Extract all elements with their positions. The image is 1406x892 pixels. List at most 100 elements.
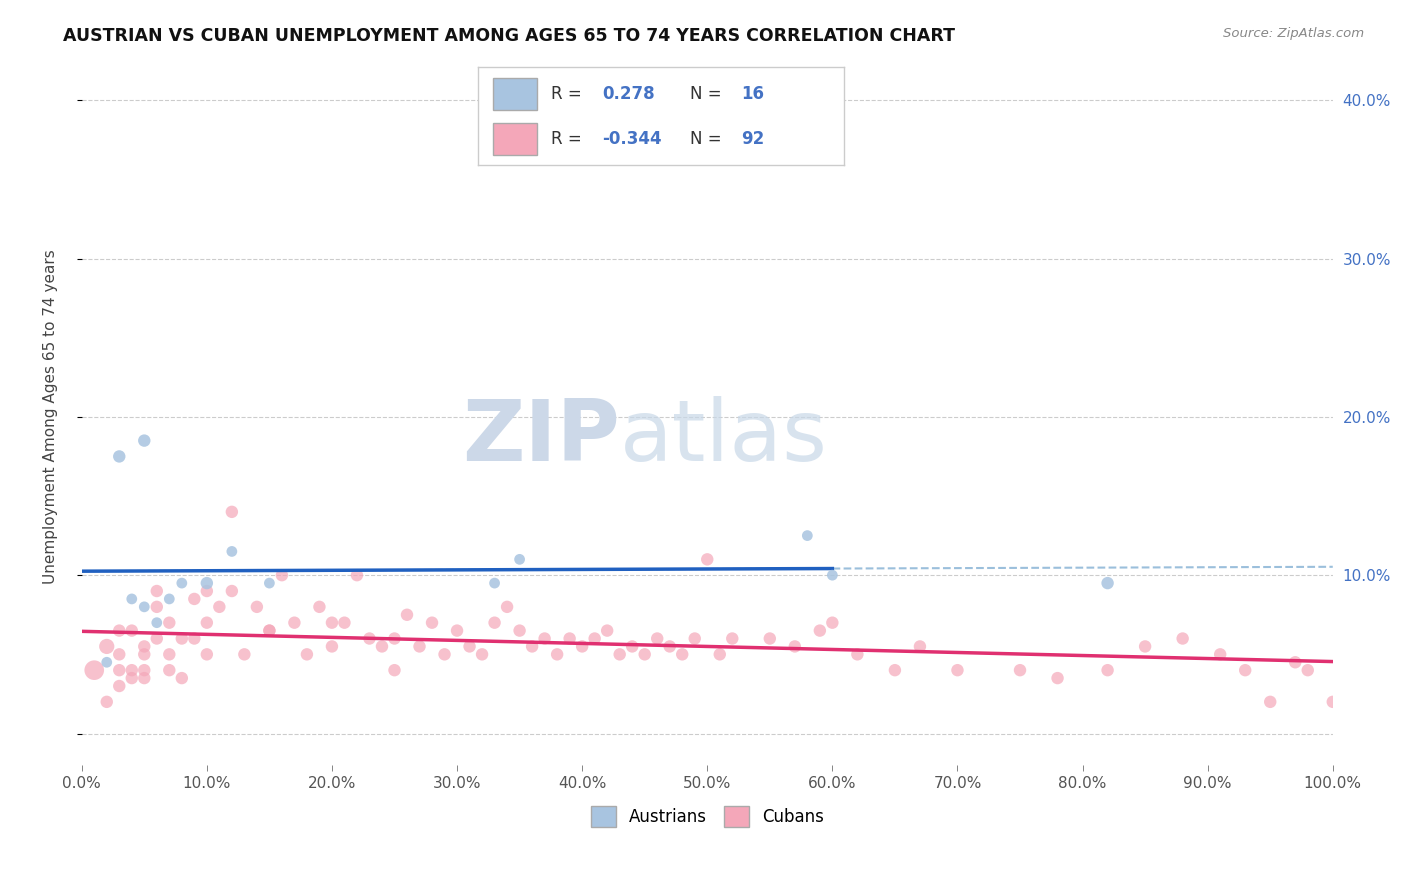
Point	[1234, 663, 1257, 677]
Point	[83, 663, 105, 677]
Point	[796, 528, 818, 542]
Point	[108, 679, 131, 693]
Point	[134, 648, 156, 662]
Point	[121, 624, 143, 638]
Point	[183, 632, 205, 646]
Point	[420, 615, 443, 630]
Point	[658, 640, 681, 654]
Point	[195, 576, 218, 591]
Point	[645, 632, 668, 646]
Y-axis label: Unemployment Among Ages 65 to 74 years: Unemployment Among Ages 65 to 74 years	[44, 250, 58, 584]
Point	[433, 648, 456, 662]
Point	[108, 663, 131, 677]
Point	[709, 648, 731, 662]
Point	[121, 591, 143, 606]
Point	[246, 599, 269, 614]
Point	[883, 663, 905, 677]
Point	[134, 434, 156, 448]
Point	[1284, 655, 1306, 669]
Point	[208, 599, 231, 614]
Point	[558, 632, 581, 646]
Point	[1097, 663, 1119, 677]
Point	[371, 640, 394, 654]
Point	[1258, 695, 1281, 709]
Point	[1133, 640, 1156, 654]
Point	[908, 640, 931, 654]
Point	[384, 632, 406, 646]
Text: R =: R =	[551, 129, 588, 147]
Point	[233, 648, 256, 662]
Point	[96, 655, 118, 669]
Point	[108, 624, 131, 638]
Point	[321, 615, 343, 630]
FancyBboxPatch shape	[492, 123, 537, 155]
Point	[146, 599, 169, 614]
Point	[270, 568, 292, 582]
Point	[621, 640, 644, 654]
Point	[484, 576, 506, 591]
Point	[484, 615, 506, 630]
Point	[259, 576, 281, 591]
Point	[96, 695, 118, 709]
Point	[146, 632, 169, 646]
Point	[609, 648, 631, 662]
Point	[1296, 663, 1319, 677]
Point	[221, 544, 243, 558]
FancyBboxPatch shape	[492, 78, 537, 110]
Point	[96, 640, 118, 654]
Point	[359, 632, 381, 646]
Point	[134, 640, 156, 654]
Point	[1171, 632, 1194, 646]
Point	[408, 640, 430, 654]
Legend: Austrians, Cubans: Austrians, Cubans	[583, 800, 831, 833]
Point	[308, 599, 330, 614]
Point	[170, 671, 193, 685]
Point	[1097, 576, 1119, 591]
Point	[1046, 671, 1069, 685]
Point	[759, 632, 782, 646]
Point	[121, 663, 143, 677]
Text: 92: 92	[741, 129, 765, 147]
Point	[346, 568, 368, 582]
Point	[683, 632, 706, 646]
Point	[195, 615, 218, 630]
Point	[546, 648, 568, 662]
Point	[1322, 695, 1344, 709]
Point	[295, 648, 318, 662]
Text: N =: N =	[690, 129, 727, 147]
Point	[596, 624, 619, 638]
Point	[170, 576, 193, 591]
Text: atlas: atlas	[620, 396, 828, 479]
Point	[634, 648, 657, 662]
Point	[157, 591, 180, 606]
Point	[509, 624, 531, 638]
Point	[533, 632, 555, 646]
Point	[395, 607, 418, 622]
Text: 16: 16	[741, 86, 765, 103]
Point	[571, 640, 593, 654]
Point	[458, 640, 481, 654]
Point	[146, 584, 169, 599]
Text: ZIP: ZIP	[463, 396, 620, 479]
Point	[134, 671, 156, 685]
Text: Source: ZipAtlas.com: Source: ZipAtlas.com	[1223, 27, 1364, 40]
Point	[721, 632, 744, 646]
Text: AUSTRIAN VS CUBAN UNEMPLOYMENT AMONG AGES 65 TO 74 YEARS CORRELATION CHART: AUSTRIAN VS CUBAN UNEMPLOYMENT AMONG AGE…	[63, 27, 955, 45]
Point	[821, 615, 844, 630]
Point	[195, 648, 218, 662]
Point	[946, 663, 969, 677]
Text: R =: R =	[551, 86, 588, 103]
Point	[134, 599, 156, 614]
Point	[259, 624, 281, 638]
Point	[1008, 663, 1031, 677]
Point	[583, 632, 606, 646]
Point	[195, 584, 218, 599]
Text: 0.278: 0.278	[602, 86, 655, 103]
Point	[259, 624, 281, 638]
Point	[783, 640, 806, 654]
Text: N =: N =	[690, 86, 727, 103]
Point	[446, 624, 468, 638]
Point	[108, 450, 131, 464]
Text: -0.344: -0.344	[602, 129, 662, 147]
Point	[157, 648, 180, 662]
